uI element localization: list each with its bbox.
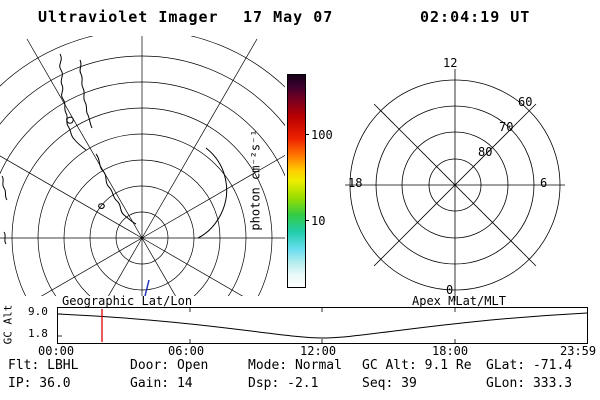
colorbar-tick-10-mark	[305, 220, 309, 221]
status-door: Door: Open	[130, 358, 209, 373]
apex-mlt-6-label: 6	[540, 176, 548, 190]
status-glat: GLat: -71.4	[486, 358, 573, 373]
xtick-0000: 00:00	[38, 344, 75, 358]
xtick-0600: 06:00	[168, 344, 205, 358]
apex-mlt-12-label: 12	[443, 56, 458, 70]
coastlines	[1, 53, 228, 245]
apex-lat-70-label: 70	[499, 120, 514, 134]
gc-alt-plot-area	[58, 308, 587, 343]
gc-alt-curve	[58, 312, 587, 339]
apex-mlt-18-label: 18	[348, 176, 363, 190]
gc-alt-ytick-bottom: 1.8	[28, 327, 48, 340]
xtick-1800: 18:00	[432, 344, 469, 358]
apex-grid	[345, 69, 565, 301]
header-date: 17 May 07	[243, 8, 334, 26]
gc-alt-ytick-top: 9.0	[28, 305, 48, 318]
geo-panel-caption: Geographic Lat/Lon	[62, 294, 193, 308]
status-seq: Seq: 39	[362, 376, 417, 391]
xtick-2359: 23:59	[560, 344, 597, 358]
status-flt: Flt: LBHL	[8, 358, 79, 373]
status-mode: Mode: Normal	[248, 358, 342, 373]
apex-mlt-0-label: 0	[446, 283, 454, 297]
status-dsp: Dsp: -2.1	[248, 376, 319, 391]
xtick-1200: 12:00	[300, 344, 337, 358]
colorbar-unit-label: photon cm⁻²s⁻¹	[249, 129, 263, 231]
latlon-grid	[0, 36, 285, 296]
orbit-track-segment	[144, 279, 150, 296]
header-time: 02:04:19 UT	[420, 8, 531, 26]
geographic-map	[0, 36, 285, 296]
colorbar-tick-100: 100	[311, 128, 333, 142]
status-ip: IP: 36.0	[8, 376, 71, 391]
apex-lat-60-label: 60	[518, 95, 533, 109]
apex-polar-plot	[345, 69, 565, 301]
colorbar-gradient	[287, 74, 306, 288]
gc-alt-axis-label: GC Alt	[1, 304, 15, 344]
app-title: Ultraviolet Imager	[38, 8, 219, 26]
strip-ticks	[58, 308, 456, 343]
colorbar-tick-10: 10	[311, 214, 326, 228]
status-gain: Gain: 14	[130, 376, 193, 391]
status-gc-alt: GC Alt: 9.1 Re	[362, 358, 472, 373]
apex-panel-caption: Apex MLat/MLT	[412, 294, 506, 308]
apex-lat-80-label: 80	[478, 145, 493, 159]
status-glon: GLon: 333.3	[486, 376, 573, 391]
gc-alt-strip-chart	[57, 307, 588, 344]
colorbar-tick-100-mark	[305, 134, 309, 135]
